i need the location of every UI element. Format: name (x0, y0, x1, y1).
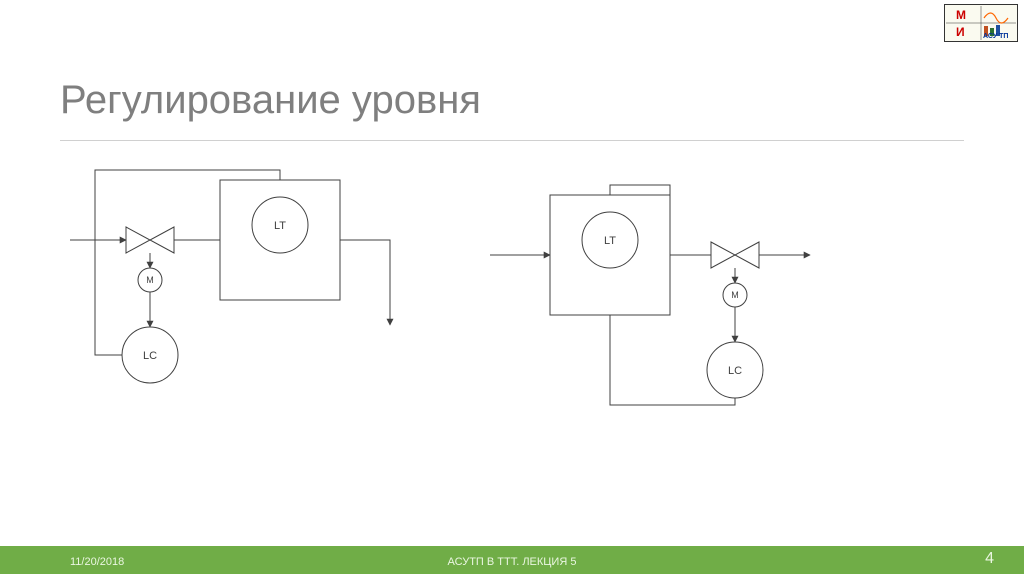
svg-text:АСУ ТП: АСУ ТП (983, 33, 1008, 40)
node-valve2-left (711, 242, 735, 268)
pid-diagram: LT M LC LT M LC (50, 160, 870, 460)
node-valve2-right (735, 242, 759, 268)
svg-text:И: И (956, 25, 965, 39)
node-valve1-right (150, 227, 174, 253)
page-title: Регулирование уровня (60, 78, 481, 123)
label-lt1: LT (274, 220, 286, 232)
footer-caption: АСУТП В ТТТ. ЛЕКЦИЯ 5 (0, 556, 1024, 568)
node-valve1-left (126, 227, 150, 253)
logo-badge: М И АСУ ТП (944, 4, 1018, 42)
footer-page-number: 4 (985, 550, 994, 568)
label-lt2: LT (604, 235, 616, 247)
label-m2: M (731, 290, 739, 300)
label-lc2: LC (728, 365, 742, 377)
label-lc1: LC (143, 350, 157, 362)
title-separator (60, 140, 964, 141)
svg-text:М: М (956, 8, 966, 22)
edge-t1out (340, 240, 390, 325)
label-m1: M (146, 275, 154, 285)
